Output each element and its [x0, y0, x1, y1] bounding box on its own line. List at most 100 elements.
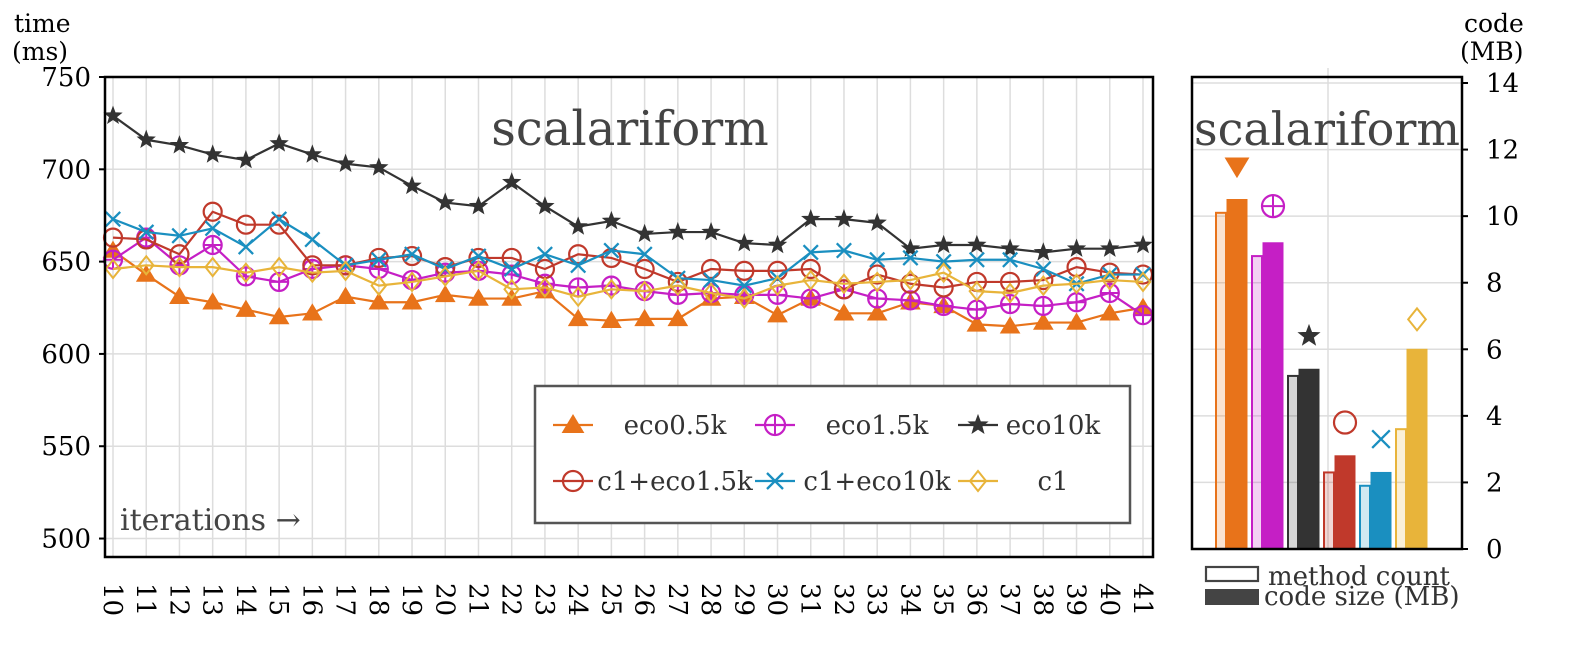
legend-label-c1+eco1.5k: c1+eco1.5k — [597, 467, 753, 497]
series-eco10k — [103, 105, 1153, 261]
point-eco0.5k-40 — [1099, 303, 1121, 321]
point-eco10k-22 — [502, 172, 522, 191]
point-eco10k-41 — [1133, 234, 1153, 254]
point-c1-25 — [602, 278, 620, 300]
point-c1-36 — [968, 280, 986, 302]
series-line-c1+eco10k — [112, 217, 1143, 287]
bar-y-tick-label-10: 10 — [1486, 202, 1519, 232]
bar-y-tick-label-14: 14 — [1486, 69, 1519, 99]
point-c1+eco1.5k-29 — [734, 260, 755, 281]
x-tick-label-31: 31 — [795, 583, 825, 616]
point-eco0.5k-21 — [468, 288, 489, 306]
bar-method-count-eco1.5k — [1251, 255, 1263, 550]
point-eco10k-19 — [402, 175, 422, 195]
point-c1+eco10k-35 — [935, 253, 952, 270]
point-c1-12 — [170, 256, 188, 278]
point-c1+eco1.5k-16 — [302, 255, 323, 276]
point-eco0.5k-25 — [601, 310, 622, 328]
point-eco10k-34 — [900, 238, 921, 257]
point-c1+eco10k-11 — [138, 224, 155, 241]
y-tick-label-500: 500 — [41, 525, 91, 555]
point-c1+eco1.5k-27 — [667, 271, 688, 293]
point-c1+eco1.5k-28 — [700, 258, 722, 280]
x-tick-label-38: 38 — [1027, 583, 1057, 616]
point-c1+eco10k-18 — [370, 251, 387, 268]
legend-item-c1+eco10k: c1+eco10k — [755, 467, 951, 497]
y-tick-label-550: 550 — [41, 432, 91, 462]
line-chart-xlabel: iterations → — [120, 503, 301, 538]
point-c1-41 — [1134, 271, 1152, 293]
x-tick-label-14: 14 — [230, 583, 260, 616]
point-c1+eco10k-33 — [869, 251, 886, 268]
point-eco0.5k-38 — [1032, 312, 1054, 330]
x-tick-label-32: 32 — [828, 583, 858, 616]
point-c1-16 — [303, 262, 321, 284]
bar-marker-c1+eco10k — [1371, 429, 1391, 449]
point-c1-13 — [204, 256, 222, 278]
point-eco10k-35 — [934, 234, 954, 254]
point-eco1.5k-37 — [999, 293, 1021, 315]
bar-group-eco10k — [1287, 323, 1321, 550]
point-eco10k-13 — [203, 144, 223, 163]
bar-chart-frame — [1190, 75, 1464, 551]
point-c1+eco1.5k-22 — [501, 247, 522, 269]
point-eco10k-17 — [335, 153, 356, 172]
x-tick-label-20: 20 — [429, 583, 459, 616]
point-c1+eco10k-38 — [1035, 260, 1052, 278]
point-c1+eco10k-25 — [603, 242, 620, 259]
legend-item-c1: c1 — [958, 467, 1069, 497]
bar-group-eco0.5k — [1215, 157, 1250, 550]
point-eco10k-10 — [103, 105, 123, 124]
bar-code-size-eco10k — [1298, 368, 1320, 550]
point-c1-18 — [370, 275, 388, 297]
point-c1+eco1.5k-32 — [833, 279, 855, 300]
point-eco10k-23 — [535, 196, 555, 215]
point-eco0.5k-14 — [235, 299, 257, 317]
point-c1-21 — [470, 260, 487, 282]
line-chart-series — [102, 105, 1154, 334]
point-eco1.5k-39 — [1066, 292, 1087, 313]
point-eco10k-15 — [269, 133, 289, 152]
point-eco1.5k-13 — [202, 234, 223, 256]
point-c1-33 — [868, 271, 886, 293]
series-c1+eco10k — [104, 211, 1152, 294]
point-eco10k-38 — [1033, 242, 1053, 261]
x-tick-label-30: 30 — [762, 583, 792, 616]
bar-method-count-eco10k — [1287, 374, 1299, 550]
x-tick-label-24: 24 — [562, 583, 592, 616]
point-c1-29 — [735, 287, 753, 310]
line-chart-y-ticks: 500 550 600 650 700 750 — [41, 63, 105, 555]
x-tick-label-40: 40 — [1094, 583, 1124, 616]
point-eco0.5k-18 — [368, 292, 390, 310]
x-tick-label-17: 17 — [330, 583, 360, 616]
point-eco10k-37 — [1000, 238, 1020, 257]
point-c1+eco1.5k-14 — [235, 214, 257, 235]
point-c1-15 — [270, 256, 288, 278]
legend-label-c1+eco10k: c1+eco10k — [803, 467, 951, 497]
point-eco0.5k-37 — [999, 316, 1021, 334]
bar-chart-y-ticks: 0 2 4 6 8 10 12 14 — [1462, 69, 1519, 565]
bar-legend-item-method-count: method count — [1204, 562, 1451, 592]
point-c1+eco1.5k-31 — [800, 258, 821, 280]
point-eco0.5k-36 — [966, 314, 988, 332]
point-eco1.5k-40 — [1099, 282, 1120, 304]
point-c1+eco1.5k-40 — [1099, 262, 1120, 283]
line-chart-x-ticks: 10 11 12 13 14 15 16 17 18 19 20 21 22 23 24 25 26 27 28 29… — [97, 583, 1157, 616]
point-eco10k-21 — [468, 196, 489, 215]
x-tick-label-39: 39 — [1061, 583, 1091, 616]
point-c1-35 — [935, 262, 953, 284]
point-eco10k-25 — [601, 210, 622, 230]
bar-y-tick-label-2: 2 — [1486, 468, 1503, 498]
point-eco0.5k-27 — [667, 308, 689, 327]
point-c1+eco1.5k-13 — [202, 201, 223, 222]
point-c1+eco1.5k-12 — [169, 244, 190, 265]
x-tick-label-29: 29 — [728, 583, 758, 616]
point-c1+eco1.5k-33 — [867, 264, 888, 285]
bar-code-size-eco0.5k — [1226, 199, 1248, 550]
point-c1+eco10k-16 — [304, 231, 321, 248]
point-eco10k-14 — [236, 149, 256, 169]
point-eco0.5k-30 — [767, 305, 788, 323]
point-c1-39 — [1068, 273, 1086, 295]
point-c1+eco1.5k-37 — [999, 271, 1021, 293]
